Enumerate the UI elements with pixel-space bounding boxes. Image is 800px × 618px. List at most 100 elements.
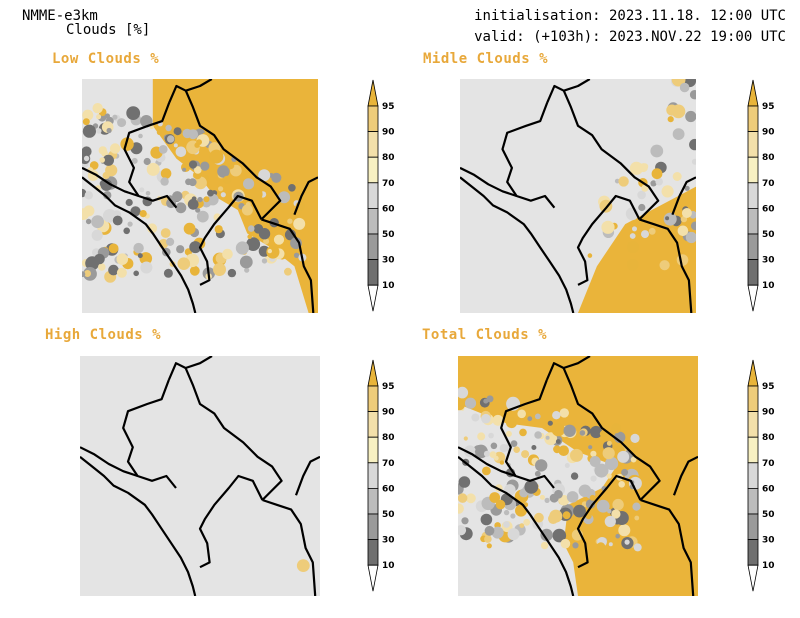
cloud-cell xyxy=(590,450,597,457)
cloud-cell xyxy=(296,559,310,572)
cloud-cell xyxy=(101,150,108,157)
cloud-cell xyxy=(82,124,96,138)
cloud-cell xyxy=(477,432,486,441)
cloud-cell xyxy=(160,168,172,179)
cloud-area xyxy=(458,356,698,596)
cloud-cell xyxy=(626,240,640,254)
border-line xyxy=(640,498,695,596)
cloud-cell xyxy=(241,204,253,216)
cloud-cell xyxy=(605,456,619,471)
cloud-cell xyxy=(618,176,629,187)
cloud-cell xyxy=(596,542,606,551)
cloud-cell xyxy=(239,255,253,269)
cloud-cell xyxy=(258,169,271,182)
border-line xyxy=(184,367,283,501)
cloud-cell xyxy=(618,528,624,534)
cloud-cell xyxy=(258,228,271,240)
cloud-cell xyxy=(126,106,141,120)
cloud-cell xyxy=(214,225,223,234)
cloud-cell xyxy=(672,128,685,140)
cloud-cell xyxy=(293,252,300,258)
cloud-cell xyxy=(271,172,282,183)
border-line xyxy=(460,166,517,198)
cloud-cell xyxy=(503,521,510,528)
cloud-cell xyxy=(244,267,250,273)
cloud-cell xyxy=(489,451,497,458)
cloud-cell xyxy=(564,463,570,468)
colorbar-tick-label: 50 xyxy=(382,230,395,240)
colorbar-svg: 95 90 80 70 60 50 30 10 xyxy=(747,79,775,312)
cloud-cell xyxy=(589,456,601,467)
cloud-cell xyxy=(523,518,531,526)
map-high-svg xyxy=(80,356,320,596)
cloud-cell xyxy=(84,270,91,277)
border-line xyxy=(198,194,263,286)
panel-title-high: High Clouds % xyxy=(45,327,162,343)
cloud-cell xyxy=(218,186,224,192)
cloud-cell xyxy=(604,515,616,528)
cloud-cell xyxy=(102,171,110,180)
colorbar-tick-label: 50 xyxy=(762,230,775,240)
cloud-cell xyxy=(176,245,185,254)
cloud-cell xyxy=(273,234,285,245)
cloud-cell xyxy=(599,430,607,438)
cloud-cell xyxy=(131,157,138,164)
cloud-cell xyxy=(611,423,622,434)
cloud-cell xyxy=(589,494,596,501)
colorbar-high: 95 90 80 70 60 50 30 10 xyxy=(362,359,402,610)
cloud-cell xyxy=(458,476,471,488)
map-middle-clouds xyxy=(460,79,696,313)
cloud-cell xyxy=(177,202,184,209)
cloud-cell xyxy=(104,113,110,119)
map-total-clouds xyxy=(458,356,698,596)
cloud-cell xyxy=(466,493,476,504)
cloud-cell xyxy=(173,143,178,148)
cloud-cell xyxy=(499,460,505,465)
panel-title-low: Low Clouds % xyxy=(52,51,160,67)
border-line xyxy=(123,102,178,209)
cloud-cell xyxy=(149,125,154,130)
map-low-clouds xyxy=(82,79,318,313)
cloud-cell xyxy=(677,225,689,237)
cloud-cell xyxy=(138,133,143,139)
colorbar-tick-label: 60 xyxy=(762,484,775,494)
cloud-cell xyxy=(213,263,226,276)
border-line xyxy=(545,356,591,381)
cloud-cell xyxy=(263,238,270,245)
cloud-cell xyxy=(566,491,579,503)
colorbar-tick-label: 60 xyxy=(382,204,395,214)
cloud-cell xyxy=(524,480,539,494)
cloud-cell xyxy=(188,178,197,187)
cloud-cell xyxy=(288,184,296,192)
cloud-cell xyxy=(261,258,268,264)
cloud-cell xyxy=(167,135,175,143)
cloud-cell xyxy=(197,196,203,203)
cloud-cell xyxy=(492,414,504,426)
border-line xyxy=(672,455,698,496)
cloud-cell xyxy=(689,90,696,100)
border-line xyxy=(80,455,197,596)
cloud-cell xyxy=(690,221,696,231)
cloud-cell xyxy=(611,509,621,519)
cloud-cell xyxy=(588,445,593,450)
border-line xyxy=(460,176,575,313)
cloud-cell xyxy=(637,190,646,200)
cloud-cell xyxy=(458,386,469,399)
cloud-cell xyxy=(203,196,210,203)
cloud-cell xyxy=(560,538,571,549)
border-line xyxy=(500,379,555,489)
cloud-cell xyxy=(200,161,210,171)
cloud-cell xyxy=(116,253,129,265)
cloud-cell xyxy=(630,456,637,463)
colorbar-tick-label: 30 xyxy=(382,256,395,266)
cloud-cell xyxy=(484,525,495,536)
cloud-cell xyxy=(641,230,649,239)
cloud-cell xyxy=(572,542,579,549)
colorbar-tick-label: 30 xyxy=(382,536,395,546)
cloud-cell xyxy=(691,158,696,165)
cloud-cell xyxy=(463,436,468,441)
cloud-cell xyxy=(554,489,563,499)
colorbar-tick-label: 10 xyxy=(382,281,395,291)
cloud-cell xyxy=(594,463,609,478)
cloud-cell xyxy=(207,193,219,206)
